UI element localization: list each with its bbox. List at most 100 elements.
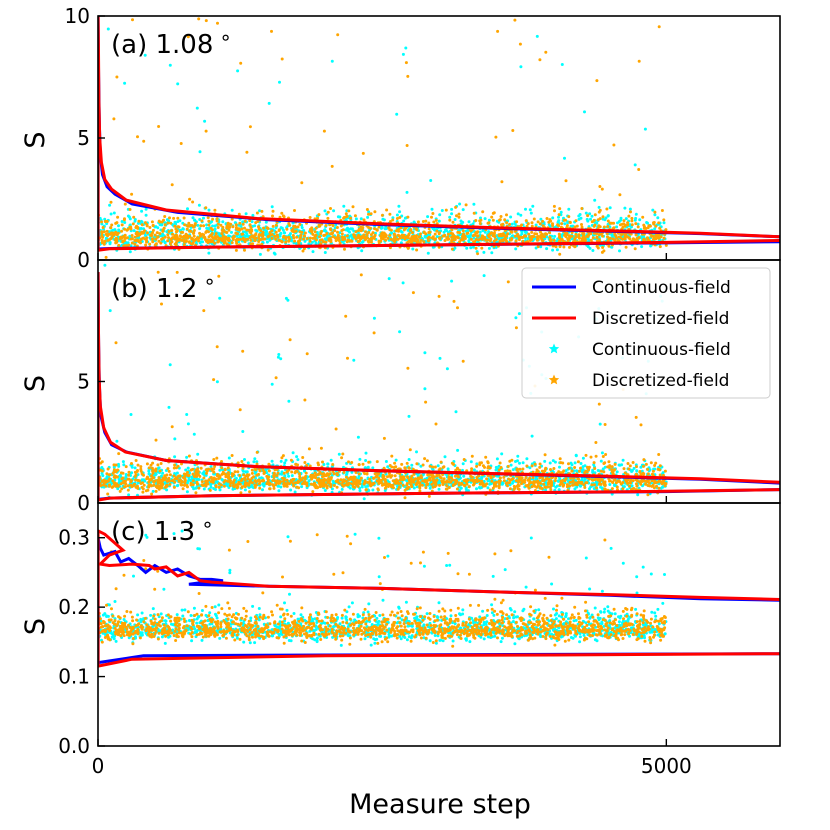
scatter-discretized-point (197, 239, 201, 243)
scatter-discretized-point (101, 235, 105, 239)
scatter-discretized-point (216, 226, 220, 229)
scatter-continuous-point (446, 467, 450, 471)
scatter-discretized-point (592, 224, 596, 228)
scatter-continuous-point (379, 226, 383, 230)
scatter-discretized-point (139, 238, 143, 242)
scatter-continuous-point (323, 237, 327, 241)
scatter-discretized-point (330, 232, 334, 236)
scatter-continuous-point (415, 450, 418, 454)
scatter-continuous-point (436, 464, 440, 468)
scatter-discretized-point (176, 216, 180, 220)
scatter-discretized-point (216, 21, 219, 25)
scatter-continuous-point (207, 251, 211, 255)
scatter-discretized-point (182, 216, 186, 220)
panel-b: 05S(b) 1.2 ∘ (20, 259, 781, 515)
scatter-continuous-point (583, 110, 586, 114)
scatter-continuous-point (510, 222, 514, 226)
scatter-discretized-point (637, 59, 641, 63)
scatter-discretized-point (446, 232, 450, 236)
scatter-continuous-point (448, 215, 452, 219)
scatter-continuous-point (207, 208, 211, 212)
scatter-continuous-point (350, 227, 354, 231)
scatter-discretized-point (626, 223, 630, 227)
scatter-continuous-point (394, 458, 398, 462)
scatter-discretized-point (294, 229, 298, 233)
scatter-discretized-point (592, 231, 596, 235)
scatter-discretized-point (499, 215, 503, 218)
scatter-discretized-point (612, 221, 616, 225)
scatter-discretized-point (354, 471, 358, 474)
scatter-discretized-point (235, 232, 239, 236)
scatter-discretized-point (284, 236, 288, 240)
scatter-discretized-point (490, 215, 494, 219)
scatter-continuous-point (472, 236, 476, 240)
scatter-discretized-point (150, 220, 154, 224)
scatter-discretized-point (215, 219, 219, 223)
scatter-discretized-point (243, 248, 246, 252)
scatter-discretized-point (133, 239, 137, 243)
scatter-discretized-point (569, 476, 573, 480)
scatter-continuous-point (428, 486, 432, 490)
scatter-discretized-point (452, 299, 456, 303)
scatter-discretized-point (154, 237, 158, 241)
scatter-discretized-point (406, 74, 410, 78)
scatter-discretized-point (574, 219, 578, 223)
scatter-discretized-point (220, 466, 224, 470)
scatter-discretized-point (502, 237, 506, 241)
scatter-discretized-point (409, 228, 412, 232)
scatter-continuous-point (358, 457, 362, 461)
scatter-continuous-point (244, 231, 248, 234)
scatter-discretized-point (396, 229, 400, 232)
scatter-continuous-point (453, 218, 457, 221)
scatter-discretized-point (274, 223, 278, 227)
scatter-discretized-point (172, 474, 176, 478)
scatter-discretized-point (136, 239, 140, 243)
scatter-discretized-point (450, 240, 454, 244)
scatter-discretized-point (251, 242, 255, 246)
scatter-discretized-point (506, 484, 509, 488)
scatter-continuous-point (123, 221, 127, 224)
scatter-continuous-point (593, 198, 597, 202)
scatter-continuous-point (580, 469, 584, 473)
scatter-discretized-point (442, 465, 446, 469)
scatter-discretized-point (403, 466, 407, 470)
scatter-discretized-point (506, 464, 510, 468)
scatter-discretized-point (253, 485, 257, 489)
scatter-discretized-point (322, 129, 326, 133)
scatter-continuous-point (640, 245, 644, 249)
scatter-discretized-point (205, 238, 209, 242)
scatter-discretized-point (538, 462, 542, 466)
scatter-continuous-point (352, 358, 356, 362)
scatter-discretized-point (343, 247, 346, 251)
scatter-discretized-point (137, 479, 141, 483)
scatter-discretized-point (450, 228, 454, 232)
scatter-discretized-point (198, 231, 202, 235)
scatter-continuous-point (411, 247, 415, 251)
scatter-continuous-point (387, 277, 391, 281)
scatter-discretized-point (238, 221, 242, 225)
scatter-discretized-point (113, 232, 117, 236)
scatter-discretized-point (600, 187, 604, 191)
scatter-discretized-point (558, 207, 562, 211)
scatter-discretized-point (427, 235, 431, 239)
scatter-continuous-point (144, 207, 148, 211)
scatter-discretized-point (268, 231, 272, 234)
scatter-continuous-point (482, 250, 486, 254)
scatter-continuous-point (400, 230, 404, 234)
scatter-discretized-point (362, 218, 366, 222)
scatter-discretized-point (220, 229, 224, 232)
scatter-discretized-point (642, 238, 646, 242)
scatter-discretized-point (577, 235, 581, 239)
scatter-discretized-point (406, 236, 410, 240)
scatter-continuous-point (245, 470, 249, 474)
scatter-continuous-point (575, 485, 579, 489)
scatter-discretized-point (319, 242, 323, 246)
scatter-continuous-point (558, 477, 562, 481)
scatter-continuous-point (399, 241, 403, 245)
scatter-continuous-point (160, 223, 164, 227)
scatter-continuous-point (239, 235, 243, 239)
scatter-continuous-point (567, 207, 571, 211)
scatter-discretized-point (430, 215, 433, 219)
scatter-discretized-point (115, 233, 119, 237)
scatter-discretized-point (432, 220, 436, 224)
